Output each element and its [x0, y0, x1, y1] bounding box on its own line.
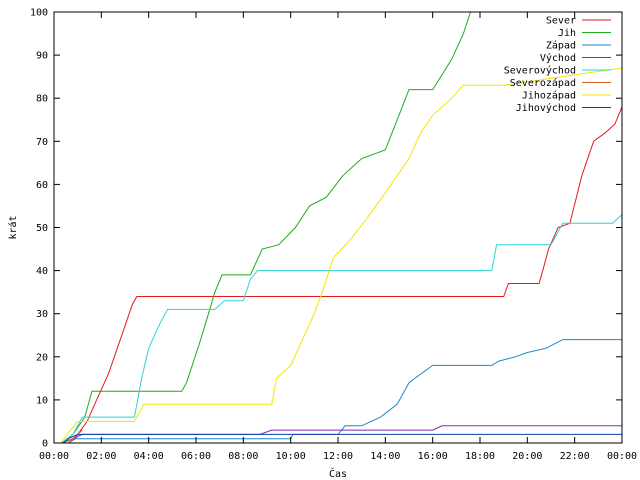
x-tick-label: 10:00	[276, 451, 306, 462]
x-tick-label: 20:00	[512, 451, 542, 462]
y-tick-label: 80	[36, 94, 48, 105]
series-layer	[60, 11, 623, 444]
legend-label: Sever	[546, 16, 576, 27]
x-tick-label: 12:00	[323, 451, 353, 462]
x-tick-label: 00:00	[607, 451, 637, 462]
legend: SeverJihZápadVýchodSeverovýchodSeverozáp…	[504, 16, 611, 114]
y-tick-label: 100	[30, 8, 48, 19]
y-tick-label: 0	[42, 439, 48, 450]
x-tick-label: 08:00	[228, 451, 258, 462]
y-axis-label: krát	[7, 215, 19, 239]
y-tick-label: 70	[36, 137, 48, 148]
legend-label: Jih	[558, 28, 576, 39]
series-line-Jihovýchod	[63, 433, 622, 444]
legend-label: Jihozápad	[522, 90, 576, 102]
x-tick-label: 06:00	[181, 451, 211, 462]
y-tick-label: 40	[36, 266, 48, 277]
y-tick-label: 30	[36, 309, 48, 320]
x-tick-label: 04:00	[134, 451, 164, 462]
series-line-Severovýchod	[60, 214, 623, 444]
legend-label: Východ	[540, 52, 576, 64]
x-tick-label: 16:00	[418, 451, 448, 462]
y-tick-label: 10	[36, 395, 48, 406]
y-tick-label: 50	[36, 223, 48, 234]
y-tick-label: 60	[36, 180, 48, 191]
x-tick-label: 00:00	[39, 451, 69, 462]
x-tick-label: 18:00	[465, 451, 495, 462]
legend-label: Severozápad	[510, 77, 576, 89]
x-tick-label: 14:00	[370, 451, 400, 462]
x-tick-label: 02:00	[86, 451, 116, 462]
series-line-Východ	[60, 425, 622, 444]
series-line-Severozápad	[60, 429, 83, 444]
legend-label: Jihovýchod	[516, 102, 576, 114]
legend-label: Západ	[546, 40, 576, 52]
x-axis-label: Čas	[329, 467, 347, 480]
series-line-Sever	[67, 106, 623, 444]
axis-ticks: 0 10 20 30 40 50 60 70 80 90 100 00:00 02:00 04:00 06:…	[30, 8, 637, 463]
x-tick-label: 22:00	[560, 451, 590, 462]
y-tick-label: 20	[36, 352, 48, 363]
legend-label: Severovýchod	[504, 65, 576, 77]
series-line-Jih	[63, 11, 471, 444]
y-tick-label: 90	[36, 51, 48, 62]
series-line-Jihozápad	[60, 67, 623, 444]
